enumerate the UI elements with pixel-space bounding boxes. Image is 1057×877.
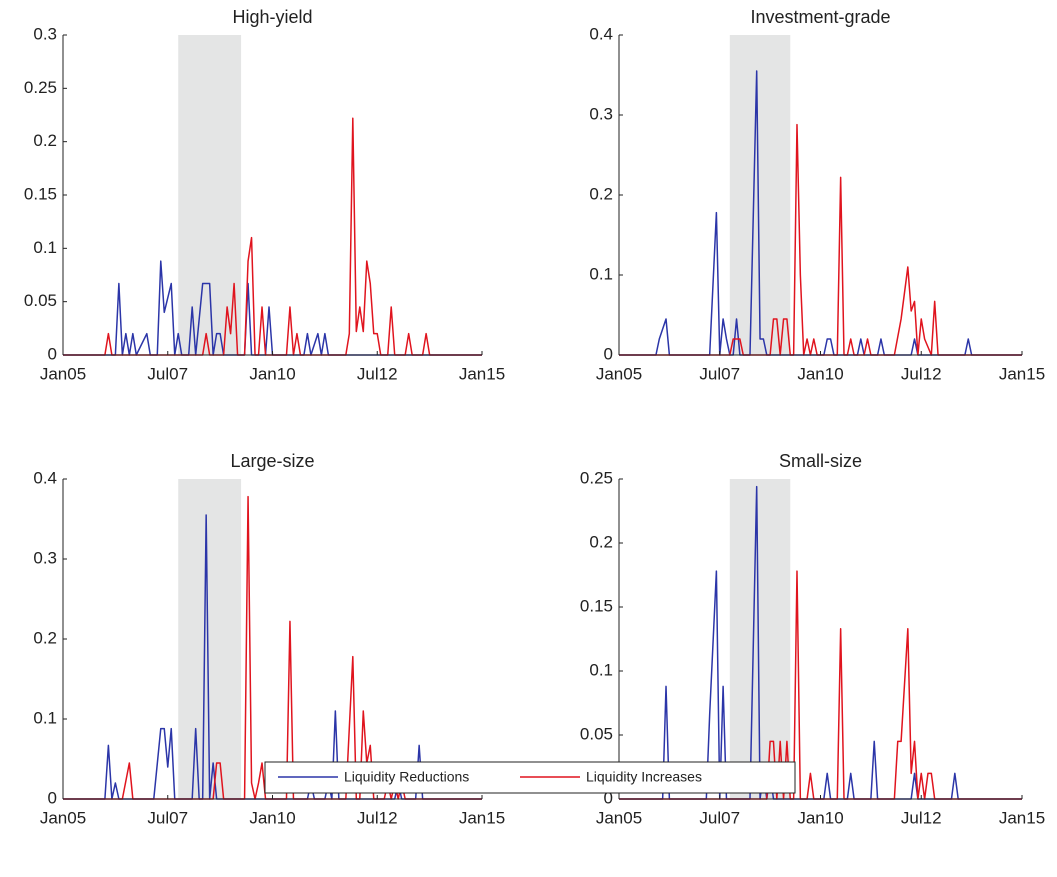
- x-tick-label: Jul12: [357, 364, 398, 383]
- x-tick-label: Jan05: [596, 364, 642, 383]
- y-tick-label: 0.05: [580, 724, 613, 743]
- y-tick-label: 0.2: [589, 532, 613, 551]
- x-tick-label: Jan10: [797, 364, 843, 383]
- x-tick-label: Jan05: [40, 364, 86, 383]
- chart-title: Small-size: [779, 451, 862, 471]
- x-tick-label: Jan15: [459, 808, 505, 827]
- y-tick-label: 0.2: [33, 131, 57, 150]
- y-tick-label: 0.05: [24, 291, 57, 310]
- y-tick-label: 0: [48, 344, 57, 363]
- x-tick-label: Jul07: [699, 364, 740, 383]
- series-line: [63, 514, 482, 800]
- y-tick-label: 0.3: [33, 548, 57, 567]
- y-tick-label: 0.1: [33, 238, 57, 257]
- y-tick-label: 0.3: [33, 24, 57, 43]
- panel: 0 0.05 0.1 0.15 0.2 0.25 Jan05 Jul07 Jan10 Jul12 J…: [580, 451, 1045, 828]
- y-tick-label: 0.15: [580, 596, 613, 615]
- series-line: [619, 485, 1022, 800]
- panel: 0 0.1 0.2 0.3 0.4 Jan05 Jul07 Jan10 Jul12 Jan15 La…: [33, 451, 505, 828]
- y-tick-label: 0.1: [589, 660, 613, 679]
- legend: Liquidity Reductions Liquidity Increases: [264, 761, 796, 794]
- series-line: [63, 260, 482, 356]
- series-line: [619, 123, 1022, 356]
- y-tick-label: 0.15: [24, 184, 57, 203]
- x-tick-label: Jul07: [147, 808, 188, 827]
- series-line: [619, 70, 1022, 356]
- panel: 0 0.05 0.1 0.15 0.2 0.25 0.3 Jan05 Jul07 Jan10 Jul…: [24, 7, 505, 384]
- x-tick-label: Jul12: [901, 808, 942, 827]
- x-tick-label: Jan10: [249, 364, 295, 383]
- y-tick-label: 0.3: [589, 104, 613, 123]
- x-tick-label: Jan10: [249, 808, 295, 827]
- x-tick-label: Jul12: [901, 364, 942, 383]
- x-tick-label: Jan15: [999, 808, 1045, 827]
- y-tick-label: 0: [48, 788, 57, 807]
- x-tick-label: Jul07: [147, 364, 188, 383]
- x-tick-label: Jul12: [357, 808, 398, 827]
- y-tick-label: 0.4: [589, 24, 613, 43]
- x-tick-label: Jul07: [699, 808, 740, 827]
- y-tick-label: 0.4: [33, 468, 57, 487]
- x-tick-label: Jan15: [999, 364, 1045, 383]
- x-tick-label: Jan15: [459, 364, 505, 383]
- y-tick-label: 0: [604, 344, 613, 363]
- x-tick-label: Jan05: [40, 808, 86, 827]
- chart-title: Investment-grade: [750, 7, 890, 27]
- chart-title: High-yield: [232, 7, 312, 27]
- y-tick-label: 0.1: [33, 708, 57, 727]
- y-tick-label: 0.25: [580, 468, 613, 487]
- series-line: [63, 117, 482, 356]
- shaded-period: [178, 35, 242, 355]
- y-tick-label: 0.2: [589, 184, 613, 203]
- legend-label: Liquidity Reductions: [344, 769, 469, 785]
- y-tick-label: 0.1: [589, 264, 613, 283]
- y-tick-label: 0.2: [33, 628, 57, 647]
- panel: 0 0.1 0.2 0.3 0.4 Jan05 Jul07 Jan10 Jul12 Jan15 In…: [589, 7, 1045, 384]
- x-tick-label: Jan05: [596, 808, 642, 827]
- chart-title: Large-size: [230, 451, 314, 471]
- legend-label: Liquidity Increases: [586, 769, 702, 785]
- x-tick-label: Jan10: [797, 808, 843, 827]
- y-tick-label: 0.25: [24, 78, 57, 97]
- y-tick-label: 0: [604, 788, 613, 807]
